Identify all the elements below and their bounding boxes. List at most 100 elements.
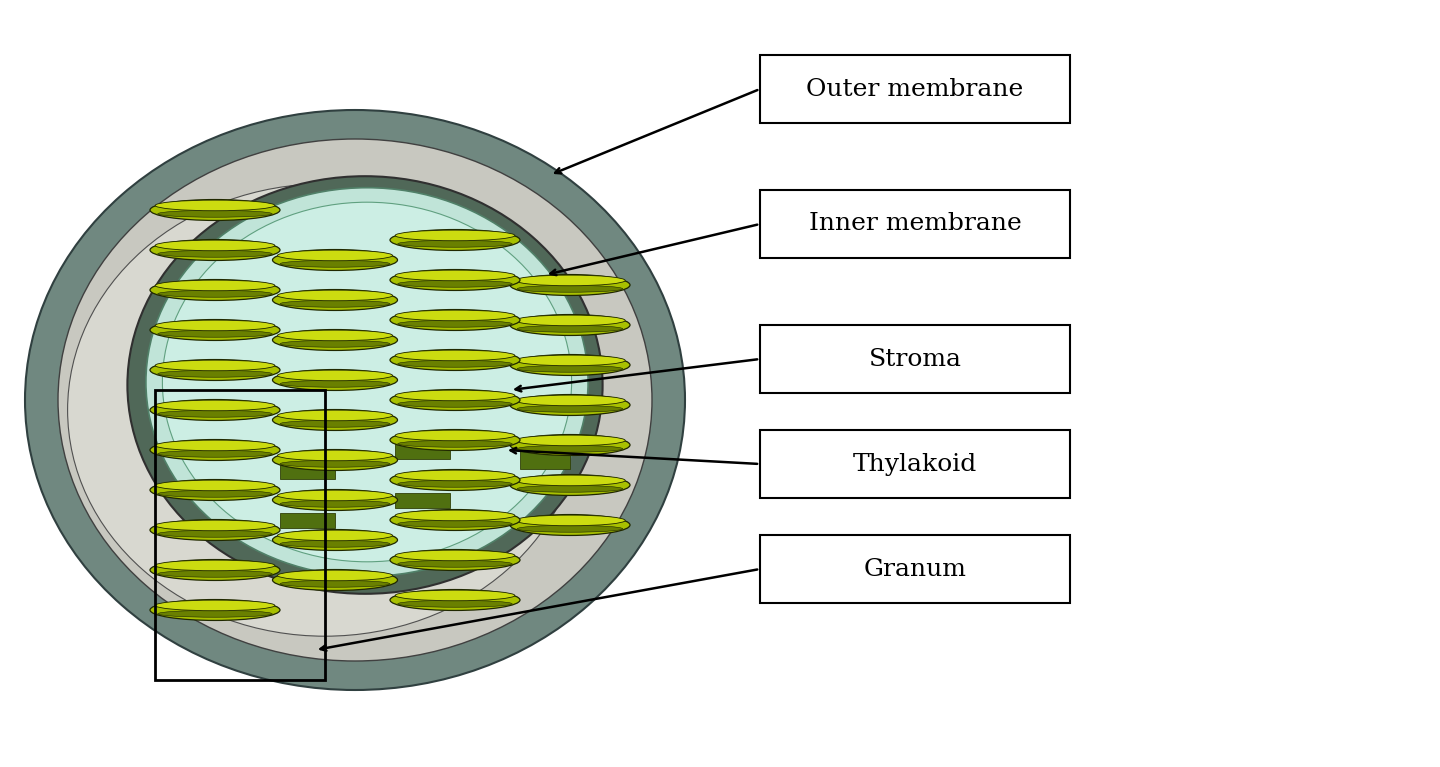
Ellipse shape xyxy=(150,439,279,460)
Ellipse shape xyxy=(517,525,622,532)
Ellipse shape xyxy=(397,400,513,407)
Ellipse shape xyxy=(397,281,513,287)
Text: Stroma: Stroma xyxy=(868,347,962,370)
Ellipse shape xyxy=(395,510,516,521)
Ellipse shape xyxy=(510,354,631,376)
Ellipse shape xyxy=(395,230,516,241)
Ellipse shape xyxy=(517,325,622,332)
Ellipse shape xyxy=(517,285,622,292)
Ellipse shape xyxy=(163,202,572,561)
Ellipse shape xyxy=(395,350,516,360)
Ellipse shape xyxy=(517,446,622,453)
Ellipse shape xyxy=(395,550,516,561)
Ellipse shape xyxy=(272,249,397,271)
Ellipse shape xyxy=(272,410,397,430)
Ellipse shape xyxy=(156,600,275,611)
Ellipse shape xyxy=(145,188,588,576)
Ellipse shape xyxy=(279,260,390,267)
Ellipse shape xyxy=(397,240,513,247)
Ellipse shape xyxy=(390,350,520,370)
Ellipse shape xyxy=(397,561,513,568)
Ellipse shape xyxy=(390,590,520,611)
Ellipse shape xyxy=(158,410,272,417)
Ellipse shape xyxy=(278,530,393,541)
Ellipse shape xyxy=(279,460,390,467)
Ellipse shape xyxy=(517,486,622,492)
Ellipse shape xyxy=(516,515,625,525)
Ellipse shape xyxy=(158,250,272,257)
Ellipse shape xyxy=(158,611,272,617)
FancyArrow shape xyxy=(395,492,449,508)
Ellipse shape xyxy=(397,601,513,607)
Ellipse shape xyxy=(390,549,520,571)
Ellipse shape xyxy=(390,509,520,531)
Ellipse shape xyxy=(272,529,397,551)
Ellipse shape xyxy=(279,581,390,588)
Ellipse shape xyxy=(158,450,272,457)
Ellipse shape xyxy=(158,331,272,337)
Ellipse shape xyxy=(278,410,393,421)
Ellipse shape xyxy=(156,280,275,291)
Ellipse shape xyxy=(272,449,397,470)
Ellipse shape xyxy=(390,310,520,331)
Ellipse shape xyxy=(517,406,622,412)
Ellipse shape xyxy=(510,394,631,416)
Ellipse shape xyxy=(279,541,390,547)
Ellipse shape xyxy=(510,515,631,535)
Ellipse shape xyxy=(395,310,516,321)
Ellipse shape xyxy=(516,475,625,486)
FancyBboxPatch shape xyxy=(760,325,1070,393)
Ellipse shape xyxy=(279,341,390,347)
Ellipse shape xyxy=(158,530,272,537)
Ellipse shape xyxy=(278,370,393,380)
Ellipse shape xyxy=(279,301,390,308)
Ellipse shape xyxy=(517,365,622,372)
Ellipse shape xyxy=(150,239,279,261)
Ellipse shape xyxy=(272,330,397,351)
Ellipse shape xyxy=(150,600,279,621)
Ellipse shape xyxy=(156,360,275,370)
Ellipse shape xyxy=(510,435,631,456)
Ellipse shape xyxy=(397,520,513,527)
Ellipse shape xyxy=(395,430,516,441)
FancyBboxPatch shape xyxy=(760,55,1070,123)
FancyArrow shape xyxy=(279,461,336,479)
Ellipse shape xyxy=(156,480,275,491)
Ellipse shape xyxy=(150,400,279,420)
Ellipse shape xyxy=(278,330,393,341)
Ellipse shape xyxy=(278,290,393,301)
Ellipse shape xyxy=(278,570,393,581)
Ellipse shape xyxy=(150,360,279,380)
Ellipse shape xyxy=(279,420,390,427)
Text: Outer membrane: Outer membrane xyxy=(806,77,1024,100)
Ellipse shape xyxy=(278,490,393,501)
Ellipse shape xyxy=(58,139,652,661)
Bar xyxy=(156,390,325,680)
Ellipse shape xyxy=(516,355,625,366)
Ellipse shape xyxy=(390,269,520,291)
Ellipse shape xyxy=(516,435,625,446)
Ellipse shape xyxy=(150,279,279,301)
Ellipse shape xyxy=(397,480,513,487)
Ellipse shape xyxy=(390,430,520,450)
Ellipse shape xyxy=(279,380,390,387)
Ellipse shape xyxy=(24,110,685,690)
Text: Granum: Granum xyxy=(864,558,966,581)
Ellipse shape xyxy=(397,440,513,447)
Ellipse shape xyxy=(516,395,625,406)
Ellipse shape xyxy=(272,370,397,390)
Ellipse shape xyxy=(150,519,279,541)
Ellipse shape xyxy=(150,199,279,220)
Text: Thylakoid: Thylakoid xyxy=(852,453,978,476)
Ellipse shape xyxy=(158,571,272,578)
Ellipse shape xyxy=(395,390,516,401)
Ellipse shape xyxy=(395,270,516,281)
Ellipse shape xyxy=(272,290,397,311)
Ellipse shape xyxy=(390,469,520,490)
Ellipse shape xyxy=(150,479,279,500)
Ellipse shape xyxy=(279,500,390,507)
Ellipse shape xyxy=(150,320,279,341)
Text: Inner membrane: Inner membrane xyxy=(809,212,1021,235)
FancyBboxPatch shape xyxy=(760,535,1070,603)
Ellipse shape xyxy=(516,275,625,286)
